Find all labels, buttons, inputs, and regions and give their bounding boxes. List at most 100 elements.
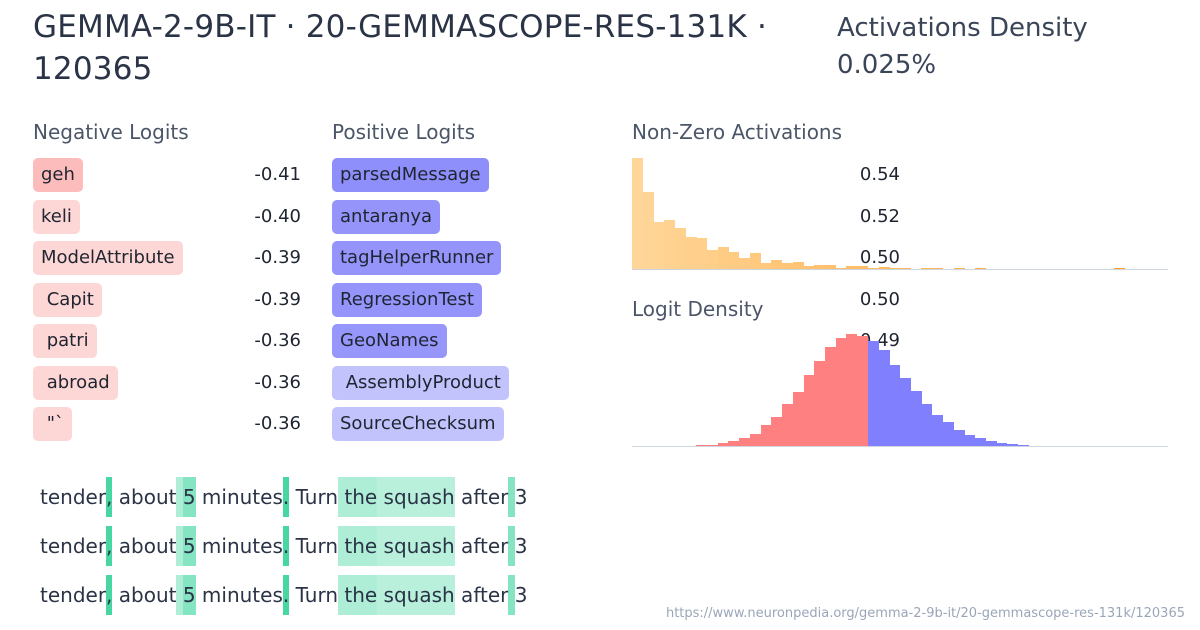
axis-baseline — [632, 446, 1168, 447]
histogram-bar — [717, 443, 729, 446]
histogram-bar — [846, 265, 858, 269]
logit-value: -0.36 — [254, 371, 301, 393]
logit-density-heading: Logit Density — [632, 297, 764, 321]
example-token: minutes — [195, 485, 283, 509]
activation-density: Activations Density 0.025% — [837, 10, 1088, 84]
histogram-bar — [792, 262, 804, 269]
example-token: after — [454, 583, 509, 607]
histogram-bar — [824, 264, 836, 269]
histogram-bar — [1007, 443, 1019, 446]
logit-token[interactable]: keli — [33, 199, 80, 234]
histogram-bar — [889, 267, 901, 269]
logit-token[interactable]: antaranya — [332, 199, 441, 234]
histogram-bar — [717, 246, 729, 269]
histogram-bar — [771, 416, 783, 446]
logit-token[interactable]: abroad — [33, 365, 118, 400]
example-token — [176, 575, 183, 615]
histogram-bar — [739, 257, 751, 269]
logit-token[interactable]: ModelAttribute — [33, 241, 183, 275]
logit-row: ModelAttribute -0.39 — [33, 241, 301, 277]
logit-token[interactable]: Capit — [33, 282, 102, 317]
logit-token[interactable]: patri — [33, 324, 97, 358]
histogram-bar — [857, 336, 869, 446]
histogram-bar — [642, 192, 654, 269]
example-token: tender — [40, 534, 107, 558]
histogram-bar — [964, 434, 976, 446]
logit-density-histogram — [632, 330, 1168, 447]
histogram-bar — [782, 403, 794, 446]
page-title: GEMMA-2-9B-IT · 20-GEMMASCOPE-RES-131K ·… — [33, 9, 768, 87]
histogram-bar — [771, 260, 783, 269]
axis-baseline — [632, 269, 1168, 270]
histogram-bar — [867, 341, 879, 446]
example-token: 5 — [182, 575, 196, 615]
histogram-bar — [728, 252, 740, 269]
histogram-bar — [942, 421, 954, 446]
histogram-bar — [824, 347, 836, 446]
example-token: , — [106, 526, 113, 566]
histogram-bar — [835, 267, 847, 269]
histogram-bar — [985, 440, 997, 446]
logit-row: abroad -0.36 — [33, 365, 301, 402]
histogram-bar — [878, 266, 890, 269]
logit-row: geh -0.41 — [33, 158, 301, 194]
histogram-bar — [664, 220, 676, 269]
logit-row: Capit -0.39 — [33, 282, 301, 319]
logit-row: parsedMessage 0.54 — [332, 158, 900, 194]
example-line[interactable]: tender, about 5 minutes. Turn the squash… — [40, 526, 527, 566]
activations-heading: Non-Zero Activations — [632, 120, 843, 144]
histogram-bar — [653, 222, 665, 269]
logit-token[interactable]: GeoNames — [332, 324, 447, 358]
histogram-bar — [900, 378, 912, 446]
logit-token[interactable]: SourceChecksum — [332, 407, 504, 441]
logit-value: -0.36 — [254, 413, 301, 434]
histogram-bar — [792, 391, 804, 446]
logit-row: tagHelperRunner 0.50 — [332, 241, 900, 277]
example-token: 5 — [182, 526, 196, 566]
histogram-bar — [803, 375, 815, 446]
histogram-bar — [932, 414, 944, 446]
histogram-bar — [782, 263, 794, 269]
histogram-bar — [900, 267, 912, 269]
example-token: tender — [40, 485, 107, 509]
histogram-bar — [728, 440, 740, 446]
example-token: the — [338, 575, 378, 615]
example-line[interactable]: tender, about 5 minutes. Turn the squash… — [40, 575, 527, 615]
example-token — [508, 526, 515, 566]
histogram-bar — [953, 429, 965, 446]
histogram-bar — [803, 265, 815, 269]
logit-value: -0.36 — [254, 330, 301, 351]
logit-row: SourceChecksum0.46 — [332, 407, 900, 443]
example-token: 3 — [514, 583, 528, 607]
histogram-bar — [889, 365, 901, 446]
histogram-bar — [867, 267, 879, 269]
example-token — [508, 477, 515, 517]
example-token: 3 — [514, 534, 528, 558]
example-token — [508, 575, 515, 615]
histogram-bar — [1017, 445, 1029, 446]
logit-value: -0.41 — [254, 164, 301, 185]
histogram-bar — [632, 158, 644, 269]
example-token: 3 — [514, 485, 528, 509]
histogram-bar — [921, 403, 933, 446]
example-token: minutes — [195, 583, 283, 607]
negative-logits-heading: Negative Logits — [33, 120, 189, 144]
logit-token[interactable]: RegressionTest — [332, 282, 482, 317]
logit-token[interactable]: tagHelperRunner — [332, 241, 502, 275]
example-line[interactable]: tender, about 5 minutes. Turn the squash… — [40, 477, 527, 517]
histogram-bar — [749, 253, 761, 269]
histogram-bar — [857, 265, 869, 269]
example-token — [176, 477, 183, 517]
footer-url[interactable]: https://www.neuronpedia.org/gemma-2-9b-i… — [665, 606, 1185, 621]
logit-token[interactable]: parsedMessage — [332, 158, 489, 192]
logit-token[interactable]: "` — [33, 407, 73, 441]
logit-row: patri -0.36 — [33, 324, 301, 360]
example-token: Turn — [289, 485, 339, 509]
logit-token[interactable]: geh — [33, 158, 83, 192]
logit-row: antaranya 0.52 — [332, 199, 900, 236]
example-token: the — [338, 477, 378, 517]
histogram-bar — [846, 334, 858, 446]
logit-token[interactable]: AssemblyProduct — [332, 365, 509, 400]
example-token: Turn — [289, 583, 339, 607]
example-token: about — [112, 485, 177, 509]
